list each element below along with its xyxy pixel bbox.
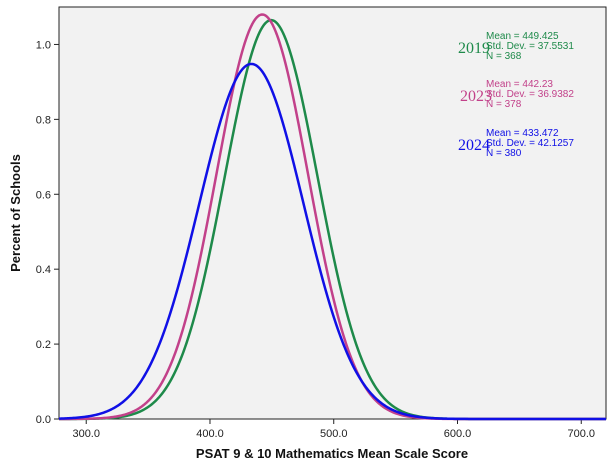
legend-stat: N = 380 [486,148,522,159]
y-tick-label: 0.8 [36,114,51,126]
legend-year-2024: 2024 [458,137,490,154]
curve-2024 [58,62,607,421]
x-tick-label: 700.0 [567,428,595,440]
y-tick-label: 0.4 [36,264,51,276]
y-axis: 0.0 0.2 0.4 0.6 0.8 1.0 [36,39,59,426]
legend-stat: Mean = 442.23 [486,79,553,90]
y-tick-label: 0.2 [36,339,51,351]
y-tick-label: 0.0 [36,414,51,426]
curves [58,13,607,421]
x-tick-label: 300.0 [72,428,100,440]
legend-stat: Mean = 433.472 [486,128,559,139]
y-tick-label: 1.0 [36,39,51,51]
legend-stat: N = 378 [486,99,522,110]
legend-year-2019: 2019 [458,40,490,57]
legend-year-2023: 2023 [460,88,492,105]
legend-stat: Std. Dev. = 37.5531 [486,41,574,52]
x-axis: 300.0 400.0 500.0 600.0 700.0 [72,419,595,440]
legend-stat: N = 368 [486,51,522,62]
y-axis-title: Percent of Schools [8,154,23,272]
x-tick-label: 500.0 [320,428,348,440]
x-tick-label: 600.0 [444,428,472,440]
legend-stat: Std. Dev. = 36.9382 [486,89,574,100]
y-tick-label: 0.6 [36,189,51,201]
legend-stat: Mean = 449.425 [486,31,559,42]
legend-stat: Std. Dev. = 42.1257 [486,138,574,149]
plot-area [58,6,607,420]
x-tick-label: 400.0 [196,428,224,440]
x-axis-title: PSAT 9 & 10 Mathematics Mean Scale Score [196,446,468,461]
